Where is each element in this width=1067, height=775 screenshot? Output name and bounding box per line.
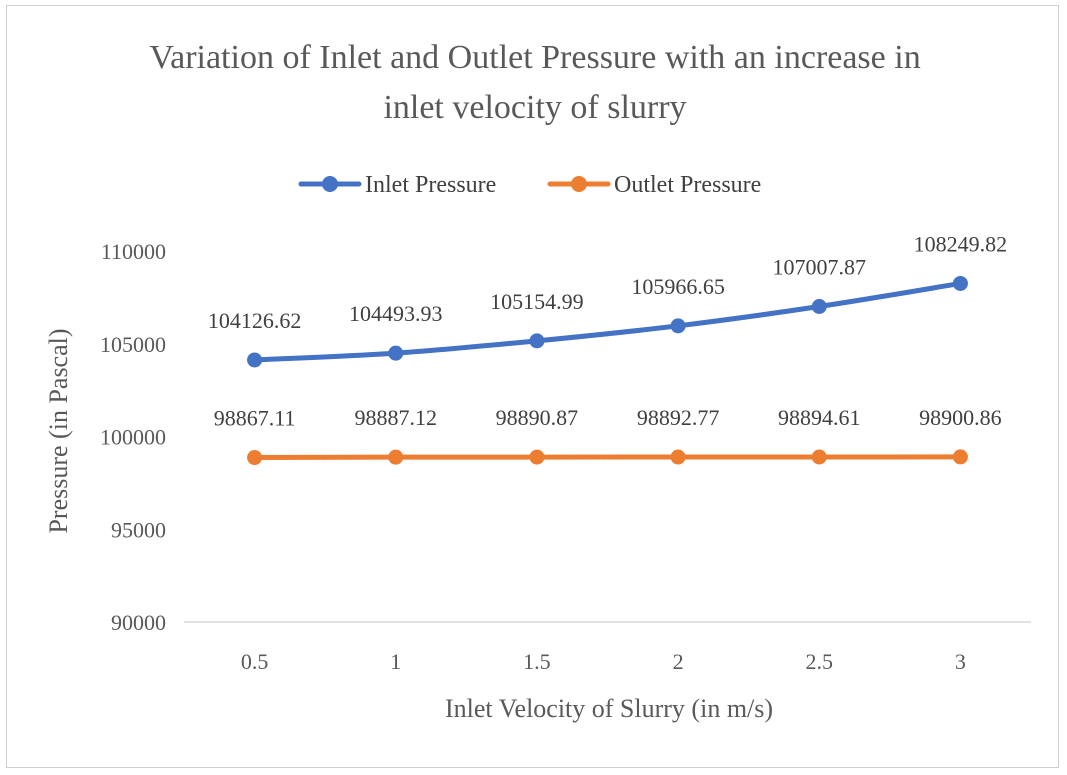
y-tick-label: 90000 [111, 610, 166, 635]
series-line [252, 454, 963, 461]
series-layer: 104126.62 104493.93 105154.99 105966.65 1070… [208, 231, 1008, 466]
x-tick-label: 1 [390, 649, 401, 674]
y-tick-label: 105000 [100, 332, 166, 357]
legend: Inlet Pressure Outlet Pressure [298, 172, 761, 198]
data-point [670, 449, 686, 465]
series-line [252, 280, 963, 363]
data-label: 107007.87 [773, 255, 867, 280]
data-label: 104493.93 [349, 301, 443, 326]
y-axis-ticks: 90000 95000 100000 105000 110000 [100, 239, 166, 635]
legend-swatch-outlet-marker [571, 176, 587, 192]
data-label: 98892.77 [637, 405, 720, 430]
data-label: 108249.82 [914, 231, 1008, 256]
chart-title-line-1: Variation of Inlet and Outlet Pressure w… [149, 39, 920, 76]
x-tick-label: 0.5 [241, 649, 269, 674]
chart-frame: Variation of Inlet and Outlet Pressure w… [6, 5, 1059, 768]
data-point [247, 450, 263, 466]
data-label: 98900.86 [919, 405, 1002, 430]
data-point [388, 345, 404, 361]
data-label: 98867.11 [214, 406, 296, 431]
x-tick-label: 1.5 [523, 649, 551, 674]
data-point [247, 352, 263, 368]
data-point [529, 449, 545, 465]
data-label: 98890.87 [496, 405, 579, 430]
data-label: 98894.61 [778, 405, 861, 430]
y-tick-label: 100000 [100, 425, 166, 450]
data-label: 105966.65 [631, 274, 725, 299]
chart-title-line-2: inlet velocity of slurry [383, 89, 686, 126]
data-label: 98887.12 [355, 405, 438, 430]
data-point [529, 333, 545, 349]
data-point [388, 449, 404, 465]
data-point [811, 299, 827, 315]
x-tick-label: 2.5 [806, 649, 834, 674]
y-tick-label: 110000 [101, 239, 166, 264]
legend-swatch-inlet-marker [322, 176, 338, 192]
x-tick-label: 2 [673, 649, 684, 674]
series-inlet: 104126.62 104493.93 105154.99 105966.65 1070… [208, 231, 1008, 368]
y-axis-title: Pressure (in Pascal) [44, 328, 73, 533]
legend-label-inlet: Inlet Pressure [365, 172, 496, 198]
data-point [811, 449, 827, 465]
data-point [670, 318, 686, 334]
series-outlet: 98867.11 98887.12 98890.87 98892.77 98894.61… [214, 405, 1002, 466]
x-axis-title: Inlet Velocity of Slurry (in m/s) [445, 694, 773, 723]
legend-label-outlet: Outlet Pressure [614, 172, 761, 198]
data-point [952, 449, 968, 465]
x-tick-label: 3 [955, 649, 966, 674]
y-tick-label: 95000 [111, 517, 166, 542]
data-label: 104126.62 [208, 308, 302, 333]
x-axis-ticks: 0.5 1 1.5 2 2.5 3 [241, 649, 966, 674]
data-label: 105154.99 [490, 289, 584, 314]
data-point [952, 275, 968, 291]
chart-canvas: Variation of Inlet and Outlet Pressure w… [44, 39, 1031, 723]
